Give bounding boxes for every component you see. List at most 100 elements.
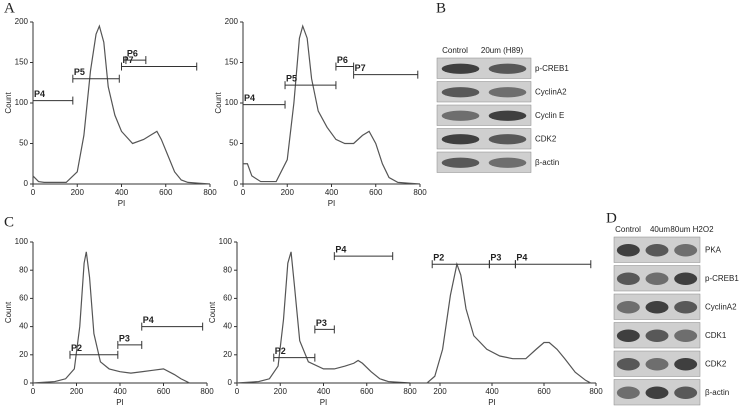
x-tick-label: 600 bbox=[159, 188, 173, 197]
band bbox=[616, 272, 640, 286]
band bbox=[645, 357, 669, 371]
band bbox=[488, 134, 527, 145]
band bbox=[674, 300, 698, 314]
y-tick-label: 20 bbox=[223, 350, 232, 359]
y-axis-label: Count bbox=[4, 301, 13, 323]
x-tick-label: 200 bbox=[433, 387, 447, 396]
histogram-line bbox=[32, 251, 207, 384]
band bbox=[674, 386, 698, 400]
x-tick-label: 800 bbox=[589, 387, 603, 396]
row-label: β-actin bbox=[535, 158, 559, 167]
histogram-line bbox=[243, 24, 421, 185]
band bbox=[645, 243, 669, 257]
row-label: CyclinA2 bbox=[705, 302, 737, 311]
gate-label: P5 bbox=[74, 67, 85, 77]
y-tick-label: 80 bbox=[19, 265, 28, 274]
lane-label: Control bbox=[442, 46, 468, 55]
band bbox=[488, 157, 527, 168]
gate-label: P4 bbox=[335, 244, 346, 254]
panel-label: A bbox=[4, 0, 15, 16]
band bbox=[488, 110, 527, 121]
gate-label: P4 bbox=[244, 93, 255, 103]
band bbox=[616, 329, 640, 343]
y-tick-label: 150 bbox=[225, 58, 239, 67]
gate-label: P4 bbox=[34, 89, 45, 99]
row-label: Cyclin E bbox=[535, 111, 564, 120]
band bbox=[616, 386, 640, 400]
band bbox=[674, 357, 698, 371]
gate-label: P3 bbox=[490, 253, 501, 263]
y-axis-label: Count bbox=[208, 301, 217, 323]
y-tick-label: 200 bbox=[15, 17, 29, 26]
gate-label: P7 bbox=[355, 63, 366, 73]
y-tick-label: 60 bbox=[19, 294, 28, 303]
band bbox=[645, 272, 669, 286]
lane-label: 80um H2O2 bbox=[670, 225, 714, 234]
band bbox=[674, 329, 698, 343]
x-axis-label: PI bbox=[488, 398, 496, 407]
x-tick-label: 600 bbox=[537, 387, 551, 396]
band bbox=[441, 63, 480, 74]
row-label: CDK2 bbox=[705, 359, 727, 368]
lane-label: 40um bbox=[650, 225, 670, 234]
y-tick-label: 100 bbox=[225, 98, 239, 107]
x-tick-label: 0 bbox=[241, 188, 246, 197]
lane-label: 20um (H89) bbox=[481, 46, 524, 55]
band bbox=[616, 300, 640, 314]
y-tick-label: 50 bbox=[229, 139, 238, 148]
band bbox=[488, 87, 527, 98]
gate-label: P4 bbox=[516, 253, 527, 263]
x-tick-label: 600 bbox=[369, 188, 383, 197]
band bbox=[645, 300, 669, 314]
histogram-line bbox=[236, 251, 411, 384]
y-tick-label: 100 bbox=[15, 237, 29, 246]
x-tick-label: 200 bbox=[274, 387, 288, 396]
x-axis-label: PI bbox=[116, 398, 124, 407]
x-tick-label: 600 bbox=[360, 387, 374, 396]
band bbox=[616, 357, 640, 371]
x-tick-label: 800 bbox=[200, 387, 214, 396]
y-tick-label: 0 bbox=[24, 378, 29, 387]
y-axis-label: Count bbox=[4, 92, 13, 114]
band bbox=[616, 243, 640, 257]
gate-label: P2 bbox=[433, 253, 444, 263]
gate-label: P2 bbox=[275, 346, 286, 356]
y-tick-label: 50 bbox=[19, 139, 28, 148]
gate-label: P7 bbox=[123, 55, 134, 65]
x-tick-label: 0 bbox=[235, 387, 240, 396]
x-tick-label: 0 bbox=[31, 188, 36, 197]
x-tick-label: 800 bbox=[203, 188, 217, 197]
panel-label: B bbox=[436, 0, 446, 16]
band bbox=[441, 87, 480, 98]
panel-label: C bbox=[4, 214, 14, 230]
row-label: CDK2 bbox=[535, 134, 557, 143]
band bbox=[441, 110, 480, 121]
row-label: p-CREB1 bbox=[705, 274, 739, 283]
band bbox=[645, 329, 669, 343]
band bbox=[645, 386, 669, 400]
y-tick-label: 80 bbox=[223, 265, 232, 274]
band bbox=[674, 272, 698, 286]
band bbox=[674, 243, 698, 257]
x-tick-label: 400 bbox=[115, 188, 129, 197]
gate-label: P4 bbox=[143, 315, 154, 325]
band bbox=[441, 157, 480, 168]
gate-label: P3 bbox=[119, 333, 130, 343]
band bbox=[441, 134, 480, 145]
band bbox=[488, 63, 527, 74]
x-tick-label: 800 bbox=[403, 387, 417, 396]
gate-label: P5 bbox=[286, 74, 297, 84]
y-tick-label: 100 bbox=[219, 237, 233, 246]
row-label: β-actin bbox=[705, 388, 729, 397]
x-tick-label: 800 bbox=[413, 188, 427, 197]
x-axis-label: PI bbox=[320, 398, 328, 407]
x-tick-label: 400 bbox=[485, 387, 499, 396]
y-tick-label: 100 bbox=[15, 98, 29, 107]
panel-label: D bbox=[606, 210, 617, 226]
y-axis-label: Count bbox=[214, 92, 223, 114]
y-tick-label: 40 bbox=[223, 322, 232, 331]
y-tick-label: 150 bbox=[15, 58, 29, 67]
x-tick-label: 400 bbox=[325, 188, 339, 197]
y-tick-label: 0 bbox=[24, 179, 29, 188]
